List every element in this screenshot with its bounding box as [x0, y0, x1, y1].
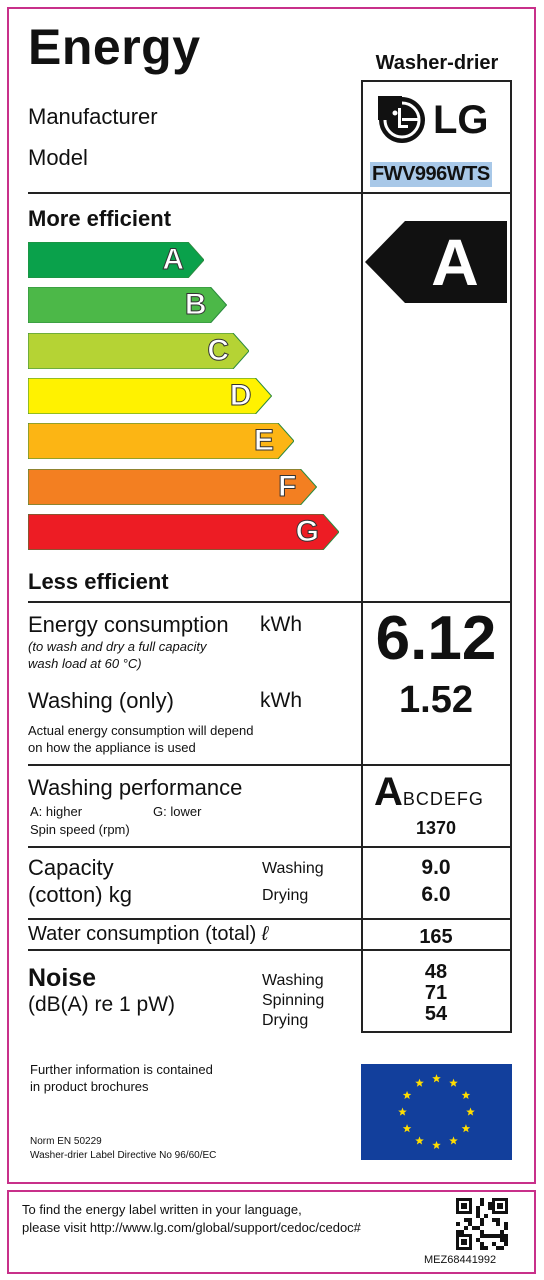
- divider: [28, 846, 512, 848]
- capacity-unit: (cotton) kg: [28, 882, 132, 907]
- efficiency-bar-letter: D: [229, 378, 252, 412]
- washing-performance-label: Washing performance: [28, 775, 243, 800]
- efficiency-bar-d: D: [28, 377, 272, 414]
- less-efficient-label: Less efficient: [28, 569, 169, 594]
- actual-consumption-2: on how the appliance is used: [28, 740, 196, 755]
- water-consumption-label: Water consumption (total) ℓ: [28, 924, 268, 944]
- noise-spinning-value: 71: [424, 982, 448, 1004]
- lg-logo-icon: [378, 96, 425, 143]
- language-info-link[interactable]: please visit http://www.lg.com/global/su…: [22, 1220, 361, 1235]
- capacity-washing-label: Washing: [262, 860, 324, 877]
- divider: [28, 764, 512, 766]
- efficiency-bar-g: G: [28, 513, 339, 550]
- model-label: Model: [28, 145, 88, 170]
- capacity-label: Capacity: [28, 855, 114, 880]
- right-column-box: [361, 80, 512, 1033]
- further-info-2: in product brochures: [30, 1079, 149, 1094]
- efficiency-bar-letter: B: [184, 288, 207, 322]
- efficiency-bar-e: E: [28, 423, 294, 460]
- label-title: Energy: [28, 19, 201, 75]
- language-info-1: To find the energy label written in your…: [22, 1202, 302, 1217]
- performance-class: ABCDEFG: [374, 772, 508, 812]
- noise-drying-label: Drying: [262, 1012, 309, 1029]
- washing-only-label: Washing (only): [28, 688, 174, 713]
- label-code: MEZ68441992: [424, 1254, 497, 1266]
- efficiency-bar-letter: E: [253, 424, 274, 458]
- noise-washing-value: 48: [424, 961, 448, 983]
- water-value: 165: [419, 926, 453, 948]
- brand-logo: LG: [378, 96, 498, 144]
- appliance-type: Washer-drier: [375, 52, 499, 74]
- capacity-washing-value: 9.0: [421, 856, 451, 879]
- energy-note-1: (to wash and dry a full capacity: [28, 639, 207, 654]
- norm-text: Norm EN 50229: [30, 1136, 102, 1147]
- rating-arrow: A: [365, 221, 507, 303]
- divider: [28, 949, 512, 951]
- spin-speed-label: Spin speed (rpm): [30, 822, 130, 837]
- divider: [28, 601, 512, 603]
- brand-name: LG: [433, 98, 489, 142]
- performance-class-rest: BCDEFG: [402, 789, 484, 809]
- noise-label: Noise: [28, 964, 97, 992]
- water-consumption-text: Water consumption (total): [28, 923, 257, 945]
- further-info-1: Further information is contained: [30, 1062, 213, 1077]
- noise-washing-label: Washing: [262, 972, 324, 989]
- efficiency-bar-a: A: [28, 242, 204, 278]
- noise-spinning-label: Spinning: [262, 992, 325, 1009]
- scale-lower: G: lower: [153, 804, 202, 819]
- scale-higher: A: higher: [30, 804, 83, 819]
- efficiency-bar-letter: C: [207, 333, 230, 367]
- efficiency-bar-f: F: [28, 468, 317, 505]
- energy-value: 6.12: [375, 604, 497, 673]
- directive-text: Washer-drier Label Directive No 96/60/EC: [30, 1150, 217, 1161]
- washing-only-value: 1.52: [399, 679, 473, 721]
- efficiency-bar-letter: G: [295, 514, 319, 548]
- washing-only-unit: kWh: [260, 689, 302, 712]
- noise-drying-value: 54: [424, 1003, 448, 1025]
- rating-letter: A: [431, 225, 479, 299]
- performance-class-main: A: [374, 770, 403, 814]
- divider: [28, 918, 512, 920]
- energy-unit: kWh: [260, 613, 302, 636]
- energy-note-2: wash load at 60 °C): [28, 656, 142, 671]
- actual-consumption-1: Actual energy consumption will depend: [28, 723, 254, 738]
- divider: [28, 192, 512, 194]
- spin-speed-value: 1370: [415, 818, 457, 838]
- efficiency-bar-b: B: [28, 287, 227, 324]
- energy-consumption-label: Energy consumption: [28, 612, 229, 637]
- efficiency-bar-letter: F: [278, 469, 297, 503]
- manufacturer-label: Manufacturer: [28, 104, 158, 129]
- noise-unit: (dB(A) re 1 pW): [28, 993, 176, 1016]
- rating-arrow-shape: [365, 221, 507, 303]
- eu-flag-icon: [361, 1064, 512, 1160]
- model-value: FWV996WTS: [370, 162, 492, 187]
- more-efficient-label: More efficient: [28, 206, 172, 231]
- capacity-drying-label: Drying: [262, 887, 309, 904]
- water-unit: ℓ: [261, 923, 269, 945]
- label-frame: [7, 7, 536, 1184]
- footer-frame: [7, 1190, 536, 1274]
- efficiency-bar-letter: A: [162, 243, 185, 277]
- efficiency-bar-c: C: [28, 332, 249, 369]
- capacity-drying-value: 6.0: [421, 883, 451, 906]
- qr-code-icon: [456, 1198, 508, 1250]
